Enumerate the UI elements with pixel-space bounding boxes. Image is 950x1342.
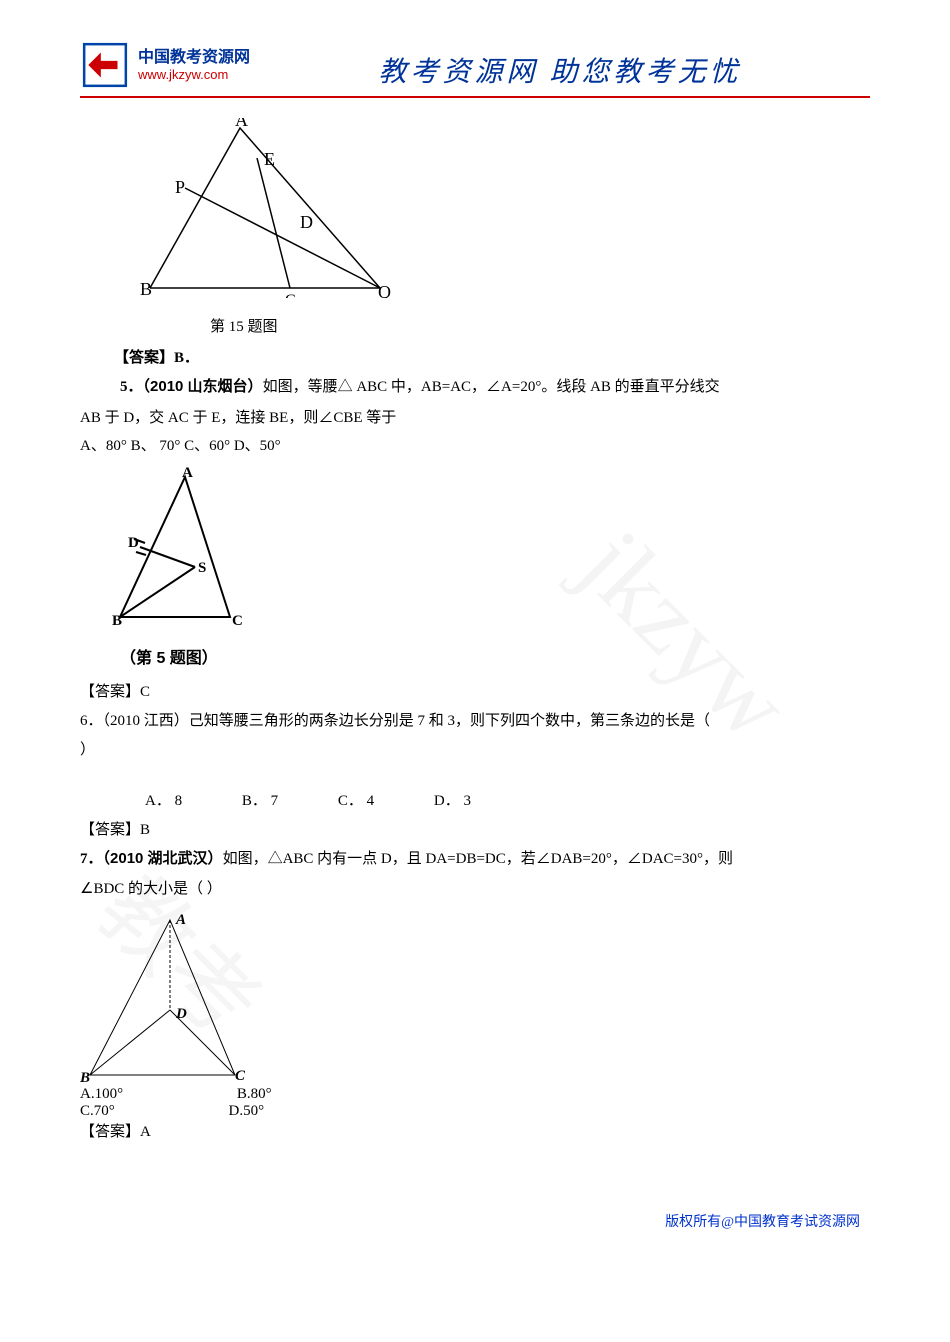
q5-options: A、80° B、 70° C、60° D、50° [80, 434, 870, 455]
svg-text:A: A [175, 912, 186, 928]
q5-answer: 【答案】C [80, 680, 870, 701]
opt-value: 7 [271, 793, 279, 809]
svg-text:D: D [300, 212, 313, 232]
opt-value: 4 [367, 793, 375, 809]
opt-label: A． [145, 793, 171, 809]
q-num: 7． [80, 851, 103, 867]
q-source: （2010 湖北武汉） [103, 850, 223, 867]
logo-url: www.jkzyw.com [138, 67, 250, 83]
q6-text: 6．（2010 江西）己知等腰三角形的两条边长分别是 7 和 3，则下列四个数中… [80, 707, 870, 736]
answer-prefix: 【答案】 [80, 822, 140, 838]
opt-value: 100° [95, 1086, 124, 1102]
q7-answer: 【答案】A [80, 1120, 870, 1141]
q7-text-line2: ∠BDC 的大小是（ ） [80, 875, 870, 904]
opt-label: D． [434, 793, 460, 809]
answer-prefix: 【答案】 [114, 349, 174, 366]
answer-value: A [140, 1124, 151, 1140]
q7-text-line1: 7．（2010 湖北武汉）如图，△ABC 内有一点 D，且 DA=DB=DC，若… [80, 845, 870, 874]
q5-figure-caption: （第 5 题图） [120, 644, 870, 668]
page-header: 中国教考资源网 www.jkzyw.com 教考资源网 助您教考无忧 [80, 40, 870, 98]
q4-figure: A E P D B C Q [120, 118, 870, 303]
svg-text:C: C [235, 1068, 245, 1084]
opt-label: D. [229, 1103, 244, 1119]
svg-text:B: B [140, 279, 152, 298]
svg-text:Q: Q [378, 282, 391, 298]
q-body: 己知等腰三角形的两条边长分别是 7 和 3，则下列四个数中，第三条边的长是（ [189, 713, 710, 729]
q7-options-row2: C.70° D.50° [80, 1103, 870, 1120]
svg-text:C: C [232, 613, 243, 627]
q-num: 6． [80, 713, 103, 729]
q7-options-row1: A.100° B.80° [80, 1086, 870, 1103]
opt-value: 50° [243, 1103, 264, 1119]
answer-value: B [140, 822, 150, 838]
opt-value: 8 [175, 793, 183, 809]
q-source: （2010 山东烟台） [143, 378, 263, 395]
opt-label: C． [338, 793, 363, 809]
q6-options: A． 8 B． 7 C． 4 D． 3 [145, 789, 870, 810]
opt-label: B. [237, 1086, 251, 1102]
logo-icon [80, 40, 130, 90]
q4-answer: 【答案】B． [114, 346, 870, 367]
svg-text:P: P [175, 177, 185, 197]
q6-close-paren: ） [80, 738, 870, 759]
logo-block: 中国教考资源网 www.jkzyw.com [80, 40, 250, 90]
q-source: （2010 江西） [103, 713, 189, 729]
opt-value: 70° [94, 1103, 115, 1119]
q6-answer: 【答案】B [80, 818, 870, 839]
svg-text:A: A [182, 467, 193, 481]
q7-figure: A D B C [80, 910, 870, 1090]
logo-text: 中国教考资源网 www.jkzyw.com [138, 48, 250, 83]
q5-text-line1: 5．（2010 山东烟台）如图，等腰△ ABC 中，AB=AC，∠A=20°。线… [120, 373, 870, 402]
answer-value: C [140, 684, 150, 700]
opt-value: 3 [463, 793, 471, 809]
answer-value: B． [174, 350, 199, 366]
svg-text:B: B [112, 613, 122, 627]
q4-figure-caption: 第 15 题图 [210, 315, 870, 336]
svg-text:E: E [264, 149, 275, 169]
svg-text:A: A [235, 118, 248, 130]
q-body: 如图，△ABC 内有一点 D，且 DA=DB=DC，若∠DAB=20°，∠DAC… [223, 851, 733, 867]
answer-prefix: 【答案】 [80, 684, 140, 700]
svg-text:D: D [128, 535, 139, 551]
opt-label: B． [242, 793, 267, 809]
q-body: 如图，等腰△ ABC 中，AB=AC，∠A=20°。线段 AB 的垂直平分线交 [263, 379, 720, 395]
q-num: 5． [120, 379, 143, 395]
opt-label: A. [80, 1086, 95, 1102]
logo-cn: 中国教考资源网 [138, 48, 250, 67]
q5-figure: A D S B C [110, 467, 870, 632]
opt-value: 80° [251, 1086, 272, 1102]
opt-label: C. [80, 1103, 94, 1119]
svg-text:S: S [198, 560, 206, 576]
svg-text:C: C [285, 292, 296, 298]
footer-copyright: 版权所有@中国教育考试资源网 [80, 1211, 870, 1231]
svg-text:B: B [80, 1070, 90, 1085]
header-tagline: 教考资源网 助您教考无忧 [250, 40, 870, 90]
q5-text-line2: AB 于 D，交 AC 于 E，连接 BE，则∠CBE 等于 [80, 404, 870, 433]
svg-text:D: D [175, 1006, 187, 1022]
answer-prefix: 【答案】 [80, 1124, 140, 1140]
